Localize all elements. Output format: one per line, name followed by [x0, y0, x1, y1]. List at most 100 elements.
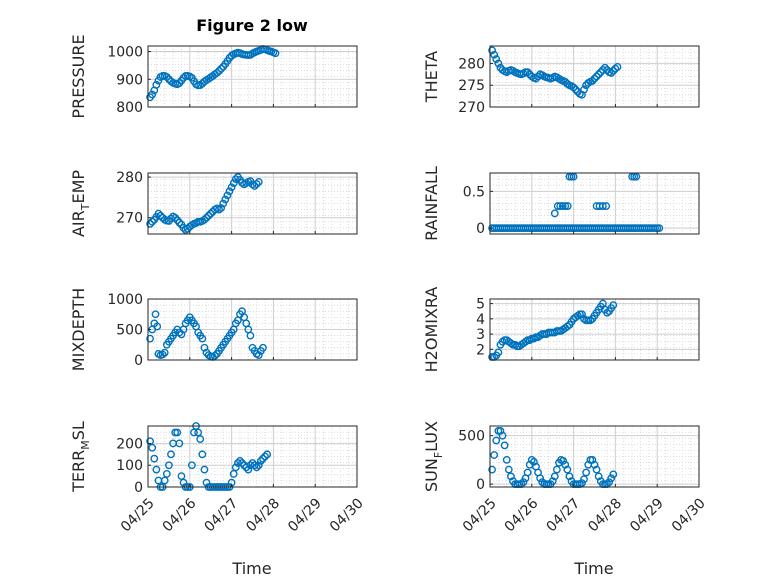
data-point — [504, 465, 513, 474]
x-tick-label: 04/29 — [627, 495, 667, 535]
data-point — [217, 64, 226, 73]
y-tick-label: 800 — [116, 100, 143, 116]
data-point — [148, 217, 157, 226]
data-point — [215, 67, 223, 75]
x-tick-label: 04/30 — [327, 495, 367, 535]
data-point — [217, 204, 226, 212]
y-tick-label: 900 — [116, 72, 143, 88]
y-axis-label-subscript: M — [79, 440, 92, 450]
y-axis-label-text: RAINFALL — [422, 166, 441, 241]
data-point — [148, 443, 157, 452]
data-point — [242, 463, 251, 472]
data-point — [250, 461, 259, 470]
x-tick-label: 04/27 — [202, 495, 242, 535]
y-axis-label-text: PRESSURE — [69, 34, 88, 118]
y-tick-label: 5 — [476, 297, 485, 313]
data-point — [162, 470, 171, 478]
data-point — [202, 213, 211, 222]
data-point — [552, 465, 561, 474]
y-tick-label: 3 — [476, 327, 485, 343]
axes-box — [489, 172, 700, 235]
data-point — [519, 478, 528, 487]
data-point — [213, 68, 221, 77]
data-point — [225, 187, 234, 196]
y-tick-label: 1000 — [107, 292, 143, 308]
data-point — [594, 70, 603, 79]
subplot-2: 270 275 280 THETA — [422, 45, 700, 116]
x-tick-label: 04/25 — [118, 495, 158, 535]
data-point — [607, 69, 616, 77]
y-axis-label-text: H2OMIXRA — [422, 287, 441, 373]
y-tick-label: 500 — [458, 429, 485, 445]
x-axis-label-right: Time — [573, 559, 613, 578]
data-point — [611, 64, 620, 73]
axes-box — [147, 425, 358, 488]
data-point — [151, 310, 160, 319]
data-point — [252, 463, 261, 472]
axes-box — [489, 45, 700, 108]
data-point — [488, 46, 496, 55]
x-tick-label: 04/25 — [460, 495, 500, 535]
data-point — [527, 455, 536, 464]
data-point — [602, 202, 611, 210]
y-axis-label-text: AIR — [69, 210, 88, 237]
data-point — [248, 180, 257, 189]
data-point — [609, 470, 618, 479]
y-axis-label-text: THETA — [422, 51, 441, 103]
data-point — [254, 461, 263, 470]
y-tick-label: 500 — [116, 323, 143, 339]
y-axis-label-subscript: F — [432, 452, 445, 458]
data-point — [198, 334, 207, 343]
data-point — [492, 55, 501, 63]
x-tick-label: 04/29 — [285, 495, 325, 535]
data-point — [196, 435, 205, 443]
data-point — [231, 463, 240, 472]
y-tick-label: 1000 — [107, 45, 143, 61]
data-point — [200, 215, 209, 224]
data-point — [500, 441, 509, 450]
data-point — [219, 199, 228, 208]
data-point — [158, 350, 167, 359]
subplot-8: 0 500 04/25 04/26 04/27 04/28 04/29 04/30 SUNFLU… — [422, 421, 709, 535]
x-tick-label: 04/26 — [502, 495, 542, 535]
y-tick-label: 270 — [116, 211, 143, 227]
data-point — [590, 74, 599, 83]
y-axis-label: AIRTEMP — [69, 170, 92, 237]
x-tick-label: 04/26 — [160, 495, 200, 535]
data-point — [152, 465, 161, 474]
data-point — [198, 450, 207, 459]
data-point — [563, 202, 572, 210]
y-tick-label: 0 — [134, 480, 143, 496]
data-point — [488, 465, 496, 474]
data-point — [156, 211, 165, 220]
data-point — [578, 479, 586, 488]
data-point — [256, 456, 265, 465]
x-tick-label: 04/30 — [669, 495, 709, 535]
data-point — [146, 219, 154, 228]
data-point — [502, 455, 511, 464]
data-point — [655, 224, 664, 233]
data-point — [238, 459, 246, 467]
y-axis-label-suffix: EMP — [69, 170, 88, 204]
y-tick-label: 0 — [476, 477, 485, 493]
subplot-5: 0 500 1000 MIXDEPTH — [69, 288, 358, 371]
x-tick-label: 04/27 — [544, 495, 584, 535]
data-point — [609, 66, 618, 75]
data-point — [598, 202, 607, 210]
data-point — [190, 428, 198, 437]
data-point — [261, 452, 269, 461]
data-point — [607, 474, 616, 483]
data-point — [561, 202, 570, 210]
data-point — [553, 202, 562, 210]
data-point — [146, 334, 154, 343]
data-point — [582, 468, 591, 477]
y-axis-label: PRESSURE — [69, 34, 88, 118]
data-point — [558, 202, 567, 210]
y-tick-label: 2 — [476, 342, 485, 358]
data-point — [605, 478, 614, 487]
y-tick-label: 200 — [116, 436, 143, 452]
subplot-7: 0 100 200 04/25 04/26 04/27 04/28 04/29 04/30 TER… — [69, 421, 367, 535]
